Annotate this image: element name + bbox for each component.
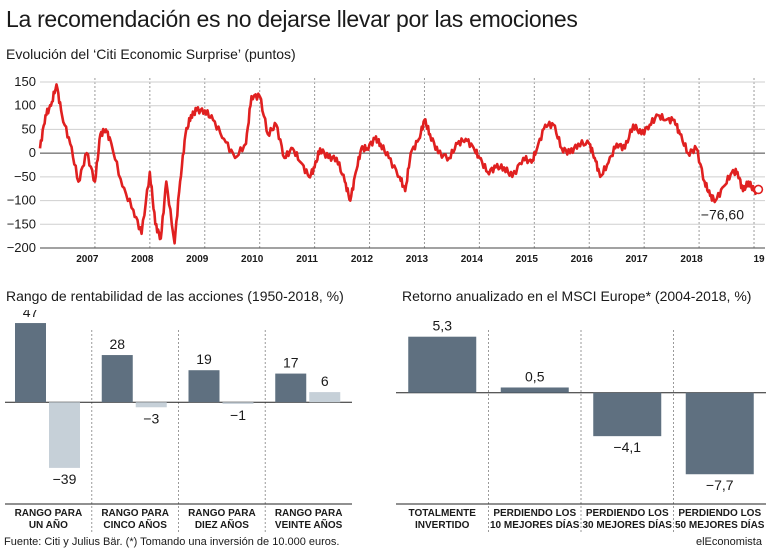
x-tick-label: 2008 xyxy=(131,254,154,265)
x-tick-label: 2009 xyxy=(186,254,209,265)
bar-value-label: −7,7 xyxy=(706,477,734,493)
x-tick-label: 19 xyxy=(753,254,765,265)
y-tick-label: 0 xyxy=(29,145,36,160)
category-label: RANGO PARA xyxy=(275,508,343,519)
y-tick-label: 150 xyxy=(14,74,36,89)
chart-title: La recomendación es no dejarse llevar po… xyxy=(6,6,578,32)
bar-value-label: 28 xyxy=(109,336,125,352)
x-tick-label: 2014 xyxy=(461,254,484,265)
end-point-marker xyxy=(753,184,764,195)
bar xyxy=(49,402,80,468)
chart-subtitle: Evolución del ‘Citi Economic Surprise’ (… xyxy=(6,46,296,62)
x-tick-label: 2011 xyxy=(296,254,318,265)
y-tick-label: 50 xyxy=(22,121,36,136)
bar xyxy=(101,355,133,403)
end-value-label: −76,60 xyxy=(701,206,744,222)
category-label: PERDIENDO LOS xyxy=(678,508,761,519)
category-label: RANGO PARA xyxy=(15,508,83,519)
source-note: Fuente: Citi y Julius Bär. (*) Tomando u… xyxy=(4,536,340,548)
bar xyxy=(500,387,569,393)
bar xyxy=(135,402,167,408)
bar-chart-1-title: Rango de rentabilidad de las acciones (1… xyxy=(6,288,344,304)
category-label: 30 MEJORES DÍAS xyxy=(583,518,673,531)
bar xyxy=(275,373,307,403)
bar xyxy=(188,370,220,403)
x-tick-label: 2013 xyxy=(406,254,429,265)
bar-value-label: 47 xyxy=(23,310,39,320)
category-label: CINCO AÑOS xyxy=(103,518,167,531)
y-tick-label: −100 xyxy=(7,193,36,208)
x-tick-label: 2012 xyxy=(351,254,374,265)
category-label: UN AÑO xyxy=(29,518,68,531)
category-label: VEINTE AÑOS xyxy=(275,518,343,531)
bar xyxy=(593,392,662,437)
bar-value-label: 6 xyxy=(321,373,329,389)
category-label: DIEZ AÑOS xyxy=(195,518,249,531)
brand-label: elEconomista xyxy=(695,536,762,548)
bar-value-label: 0,5 xyxy=(525,368,545,384)
x-tick-label: 2016 xyxy=(571,254,594,265)
x-tick-label: 2010 xyxy=(241,254,264,265)
category-label: INVERTIDO xyxy=(415,520,470,531)
bar xyxy=(685,392,754,475)
bar-value-label: 5,3 xyxy=(433,318,453,334)
bar xyxy=(222,402,254,404)
x-tick-label: 2015 xyxy=(516,254,539,265)
category-label: 10 MEJORES DÍAS xyxy=(490,518,580,531)
bar-value-label: −4,1 xyxy=(613,439,641,455)
bar-value-label: 17 xyxy=(283,355,299,371)
x-tick-label: 2018 xyxy=(680,254,703,265)
bar xyxy=(15,323,46,403)
y-tick-label: −200 xyxy=(7,240,36,255)
category-label: TOTALMENTE xyxy=(409,508,477,519)
y-tick-label: −150 xyxy=(7,216,36,231)
category-label: PERDIENDO LOS xyxy=(493,508,576,519)
category-label: PERDIENDO LOS xyxy=(586,508,669,519)
x-tick-label: 2007 xyxy=(76,254,99,265)
bar-value-label: −1 xyxy=(230,407,246,423)
y-tick-label: −50 xyxy=(14,169,36,184)
line-chart: 150 100 50 0 −50 −100 −150 −200 2007 2008 2009 2010… xyxy=(7,74,765,265)
category-label: RANGO PARA xyxy=(101,508,169,519)
bar xyxy=(408,336,477,393)
bar-value-label: 19 xyxy=(196,351,212,367)
bar-chart-2-title: Retorno anualizado en el MSCI Europe* (2… xyxy=(402,288,752,304)
bar-value-label: −3 xyxy=(143,410,159,426)
bar-value-label: −39 xyxy=(53,471,77,487)
category-label: 50 MEJORES DÍAS xyxy=(675,518,765,531)
series-line xyxy=(38,83,760,245)
y-tick-label: 100 xyxy=(14,98,36,113)
x-tick-label: 2017 xyxy=(626,254,649,265)
bar xyxy=(309,392,341,403)
category-label: RANGO PARA xyxy=(188,508,256,519)
